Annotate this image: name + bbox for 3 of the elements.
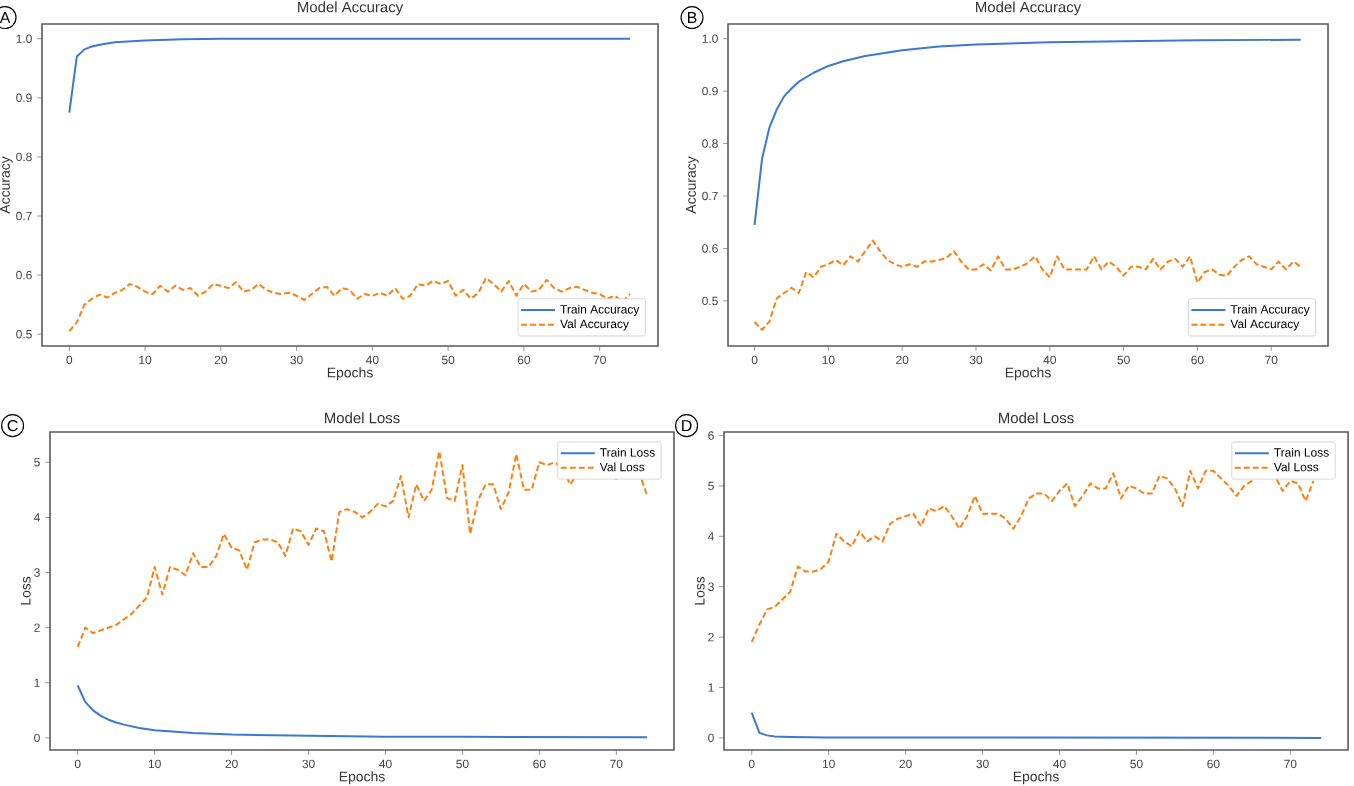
line-series xyxy=(750,711,1323,739)
line-series xyxy=(753,38,1302,226)
line-series xyxy=(68,37,631,114)
